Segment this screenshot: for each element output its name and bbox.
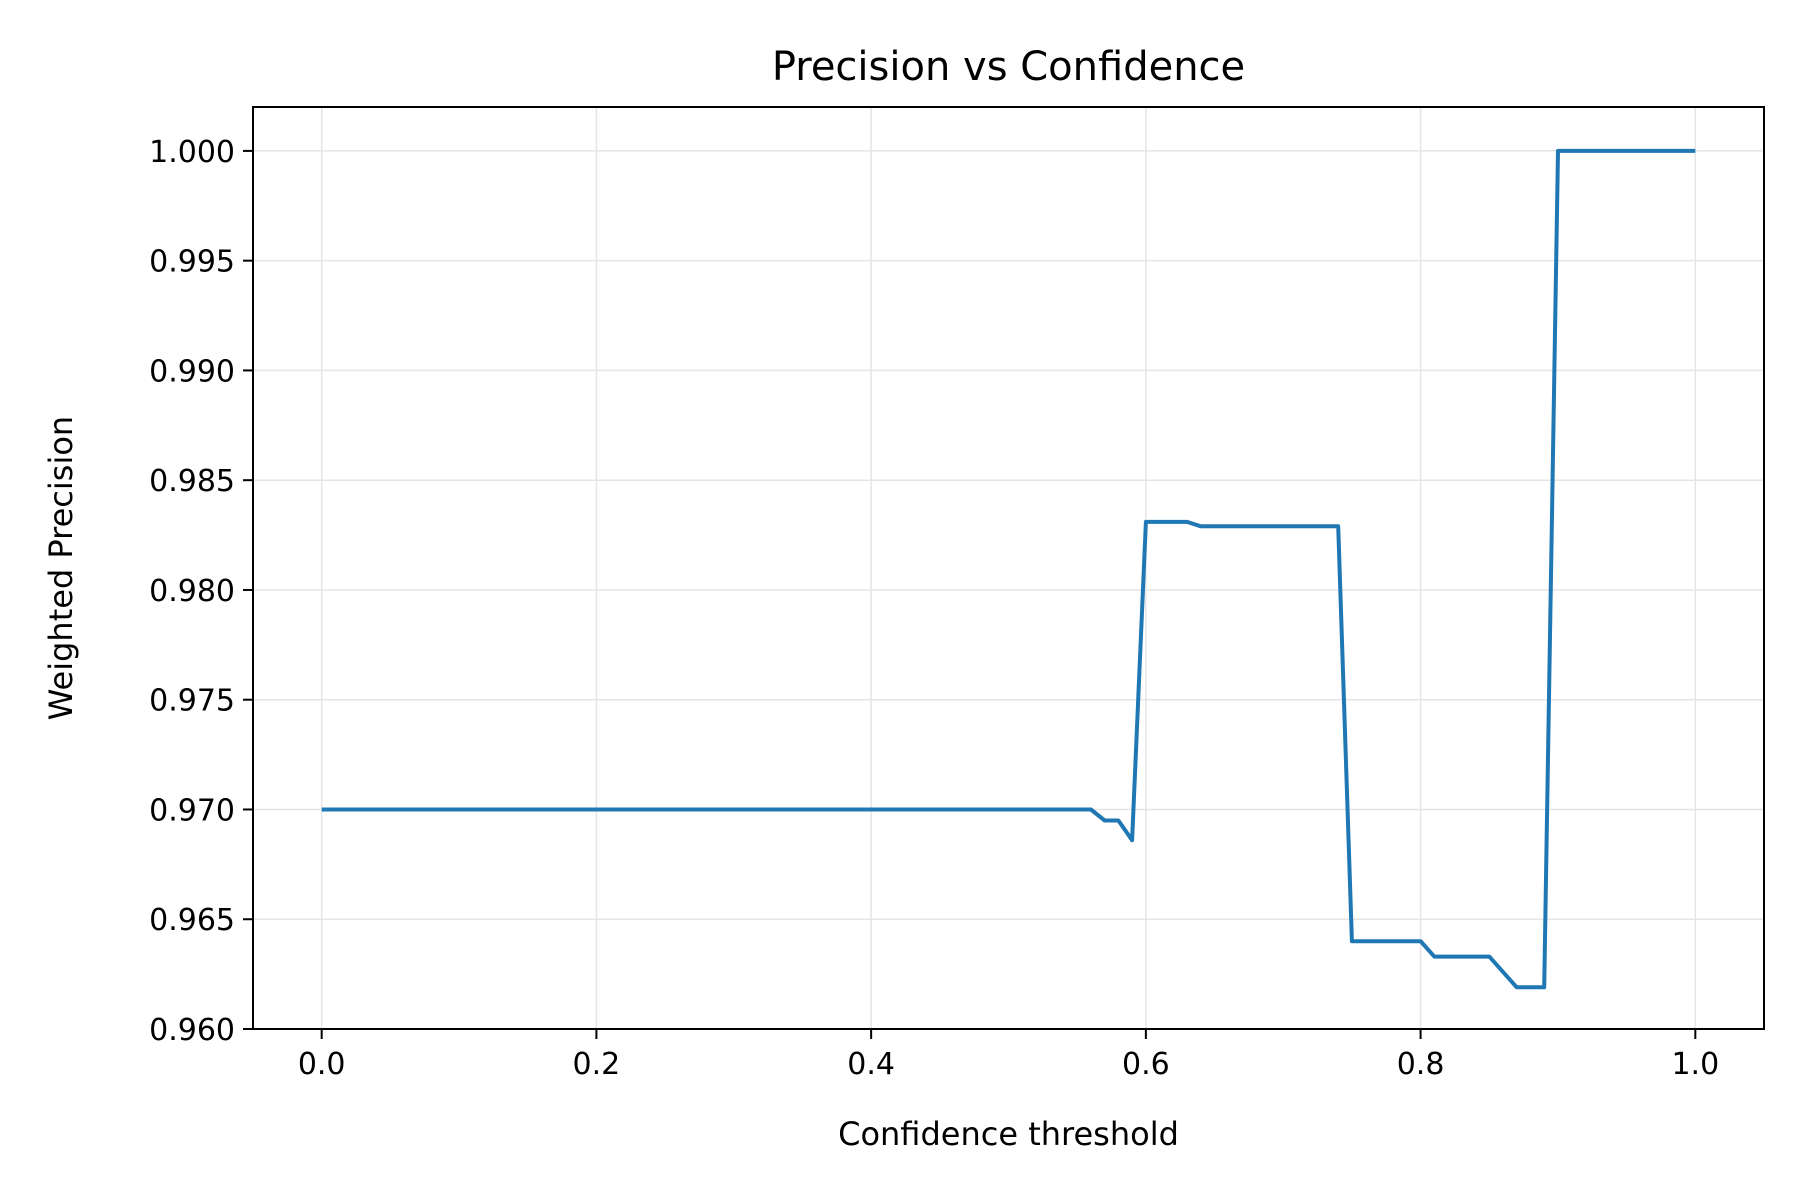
y-tick-label: 0.975: [149, 684, 235, 719]
y-tick-label: 0.985: [149, 464, 235, 499]
y-tick-label: 1.000: [149, 135, 235, 170]
x-tick-label: 0.4: [847, 1047, 895, 1082]
y-tick-label: 0.990: [149, 354, 235, 389]
x-tick-label: 0.6: [1122, 1047, 1170, 1082]
chart-title: Precision vs Confidence: [772, 44, 1245, 90]
grid: [253, 107, 1764, 1030]
ticks: 0.0 0.2 0.4 0.6 0.8 1.0 0.960 0.965 0.970 0.975 0.…: [149, 135, 1719, 1082]
y-tick-label: 0.995: [149, 245, 235, 280]
y-tick-label: 0.970: [149, 793, 235, 828]
x-tick-label: 1.0: [1671, 1047, 1719, 1082]
x-tick-label: 0.8: [1397, 1047, 1445, 1082]
x-tick-label: 0.0: [298, 1047, 346, 1082]
y-tick-label: 0.965: [149, 903, 235, 938]
plot-frame: [252, 106, 1765, 1030]
y-tick-label: 0.960: [149, 1013, 235, 1048]
series-line: [321, 148, 1696, 990]
x-axis-label: Confidence threshold: [838, 1115, 1179, 1153]
series: [321, 148, 1696, 990]
x-tick-label: 0.2: [573, 1047, 621, 1082]
y-tick-label: 0.980: [149, 574, 235, 609]
y-axis-label: Weighted Precision: [42, 416, 80, 720]
